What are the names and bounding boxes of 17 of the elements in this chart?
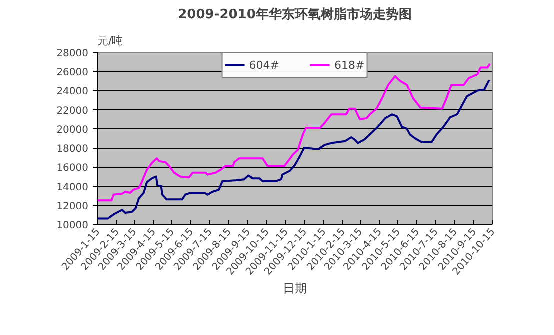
legend-label: 604#: [249, 58, 280, 72]
y-tick-label: 16000: [56, 163, 88, 174]
y-tick-label: 26000: [56, 68, 88, 79]
y-tick-label: 10000: [56, 220, 88, 232]
y-tick-label: 18000: [56, 144, 88, 156]
chart-title: 2009-2010年华东环氧树脂市场走势图: [178, 6, 412, 22]
legend-label: 618#: [334, 58, 365, 72]
line-series: [98, 79, 490, 220]
line-series: [98, 62, 492, 202]
y-tick-label: 22000: [56, 106, 88, 117]
y-tick-label: 28000: [56, 48, 88, 60]
y-tick-label: 24000: [56, 86, 88, 98]
x-axis-title: 日期: [283, 281, 307, 296]
y-axis-title: 元/吨: [98, 34, 124, 48]
y-tick-label: 14000: [56, 182, 88, 194]
y-tick-label: 12000: [56, 201, 88, 212]
y-tick-label: 20000: [56, 124, 88, 136]
